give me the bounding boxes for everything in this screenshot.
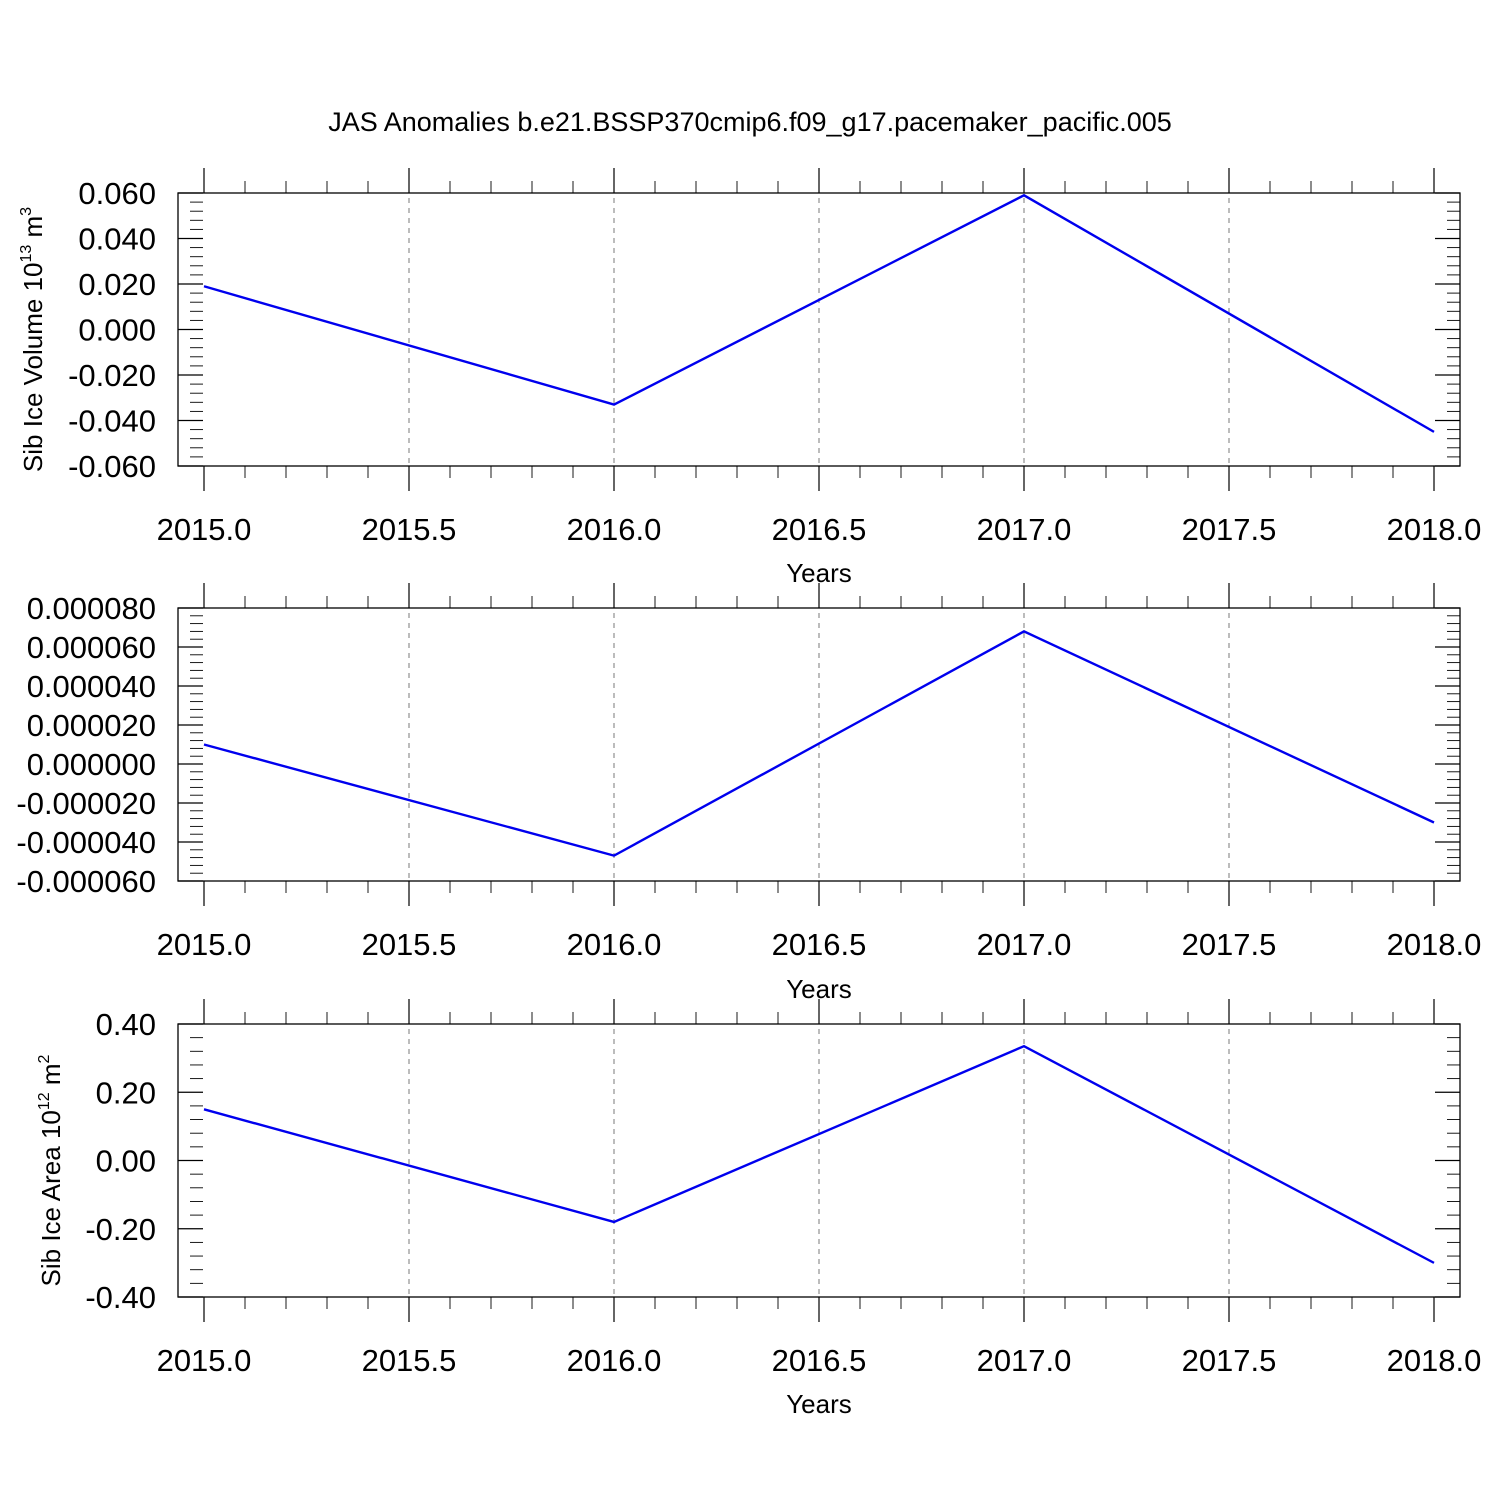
x-tick-label: 2017.0 [977,512,1072,547]
y-tick-label: 0.000000 [27,747,156,782]
x-tick-label: 2016.5 [772,512,867,547]
y-tick-label: 0.060 [78,176,156,211]
y-tick-label: -0.000040 [16,825,156,860]
panel-2: 2015.0 2015.5 2016.0 2016.5 2017.0 2017.5 2018… [16,583,1481,1004]
y-tick-label: 0.040 [78,222,156,257]
x-tick-label: 2015.0 [157,1343,252,1378]
panel-1: 2015.0 2015.5 2016.0 2016.5 2017.0 2017.5 2018… [18,168,1481,588]
series-line [203,630,1435,857]
x-tick-label: 2018.0 [1387,512,1482,547]
x-tick-label: 2015.0 [157,927,252,962]
y-tick-label: -0.000020 [16,786,156,821]
x-tick-label: 2017.5 [1182,927,1277,962]
panel-3: 2015.0 2015.5 2016.0 2016.5 2017.0 2017.5 2018… [36,999,1481,1419]
y-tick-label: -0.060 [68,449,156,484]
x-tick-label: 2018.0 [1387,1343,1482,1378]
x-axis-label: Years [786,1389,852,1419]
x-tick-label: 2018.0 [1387,927,1482,962]
series-line [203,193,1435,433]
series-line [203,1044,1435,1264]
x-tick-label: 2016.5 [772,1343,867,1378]
y-tick-label: 0.000 [78,313,156,348]
y-tick-label: 0.000020 [27,708,156,743]
x-tick-label: 2016.5 [772,927,867,962]
x-tick-label: 2016.0 [567,1343,662,1378]
y-tick-label: 0.00 [96,1144,156,1179]
y-tick-label: -0.000060 [16,864,156,899]
x-tick-label: 2017.5 [1182,1343,1277,1378]
y-tick-label: 0.020 [78,267,156,302]
y-axis-label: Sib Ice Volume 1013 m3 [18,207,48,472]
x-tick-label: 2017.0 [977,1343,1072,1378]
figure-title: JAS Anomalies b.e21.BSSP370cmip6.f09_g17… [328,107,1172,137]
y-tick-label: -0.20 [85,1212,156,1247]
y-axis-label: Sib Ice Area 1012 m2 [36,1054,66,1286]
y-tick-label: 0.20 [96,1075,156,1110]
x-tick-label: 2015.5 [362,512,457,547]
x-tick-label: 2017.5 [1182,512,1277,547]
x-tick-label: 2016.0 [567,927,662,962]
y-tick-label: 0.40 [96,1007,156,1042]
x-tick-label: 2015.5 [362,927,457,962]
y-tick-label: 0.000040 [27,669,156,704]
x-tick-label: 2017.0 [977,927,1072,962]
y-tick-label: -0.40 [85,1280,156,1315]
y-tick-label: 0.000060 [27,630,156,665]
y-tick-label: -0.040 [68,404,156,439]
x-tick-label: 2016.0 [567,512,662,547]
x-tick-label: 2015.0 [157,512,252,547]
x-tick-label: 2015.5 [362,1343,457,1378]
y-tick-label: -0.020 [68,358,156,393]
y-tick-label: 0.000080 [27,591,156,626]
